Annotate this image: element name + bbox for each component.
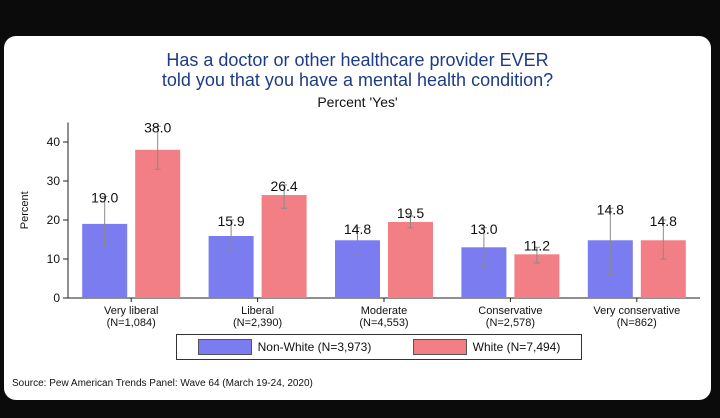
legend-swatch-non-white	[197, 339, 252, 355]
bar	[388, 221, 433, 298]
bar	[135, 149, 181, 298]
bar	[261, 195, 307, 298]
data-label: 14.8	[344, 221, 371, 237]
y-tick-label: 0	[53, 291, 60, 305]
y-tick-label: 20	[47, 213, 61, 227]
data-label: 19.5	[397, 205, 424, 221]
y-tick-label: 40	[47, 135, 61, 149]
chart-legend: Non-White (N=3,973) White (N=7,494)	[176, 334, 582, 360]
chart-panel: Has a doctor or other healthcare provide…	[4, 36, 711, 400]
data-label: 15.9	[217, 213, 244, 229]
x-tick-sample-size: (N=862)	[617, 317, 657, 329]
data-label: 14.8	[597, 201, 624, 217]
x-tick-label: Very conservative	[593, 305, 680, 317]
y-tick-label: 10	[47, 252, 61, 266]
y-axis-label: Percent	[19, 191, 31, 229]
x-tick-sample-size: (N=2,578)	[486, 317, 535, 329]
x-tick-label: Liberal	[241, 305, 274, 317]
legend-item-non-white: Non-White (N=3,973)	[197, 339, 372, 355]
x-tick-sample-size: (N=4,553)	[359, 317, 408, 329]
data-label: 26.4	[270, 178, 297, 194]
source-note: Source: Pew American Trends Panel: Wave …	[12, 378, 313, 389]
data-label: 14.8	[650, 213, 677, 229]
legend-item-white: White (N=7,494)	[412, 339, 561, 355]
x-tick-label: Conservative	[478, 305, 542, 317]
data-label: 11.2	[524, 237, 550, 253]
chart-subtitle: Percent 'Yes'	[317, 94, 398, 110]
data-label: 19.0	[91, 190, 118, 206]
legend-label-white: White (N=7,494)	[472, 340, 561, 354]
legend-label-non-white: Non-White (N=3,973)	[257, 340, 372, 354]
data-label: 38.0	[144, 119, 171, 135]
x-tick-sample-size: (N=2,390)	[233, 317, 282, 329]
chart-title-line-1: Has a doctor or other healthcare provide…	[166, 50, 549, 70]
y-tick-label: 30	[47, 174, 61, 188]
chart-title-line-2: told you that you have a mental health c…	[161, 70, 554, 90]
data-label: 13.0	[470, 221, 497, 237]
x-tick-label: Very liberal	[104, 305, 158, 317]
chart-title: Has a doctor or other healthcare provide…	[4, 50, 711, 90]
legend-swatch-white	[412, 339, 467, 355]
bar-chart: 0 10 20 30 40 Percent 19.0 38.0 Very liberal(N=1…	[19, 119, 700, 329]
x-tick-label: Moderate	[361, 305, 407, 317]
x-tick-sample-size: (N=1,084)	[107, 317, 156, 329]
